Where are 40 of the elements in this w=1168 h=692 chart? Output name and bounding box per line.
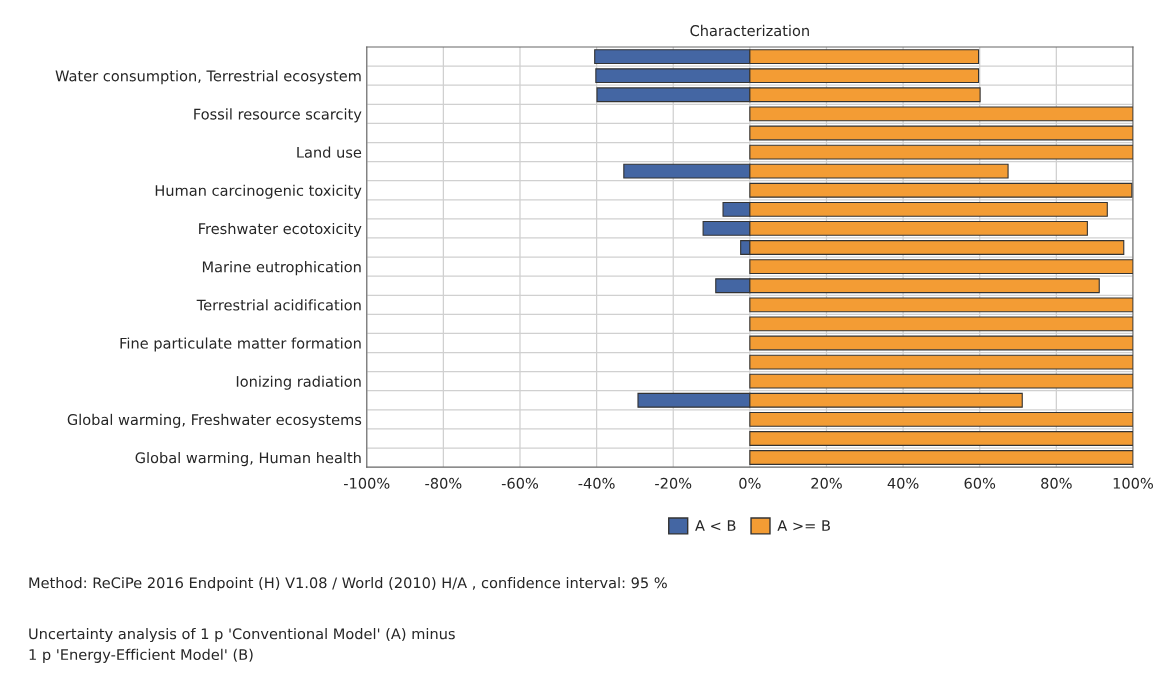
bar [749, 297, 1133, 313]
bar [749, 144, 1133, 160]
y-tick-label: Land use [297, 146, 362, 158]
y-tick-label: Human carcinogenic toxicity [155, 184, 362, 199]
bar [749, 316, 1133, 332]
bar [749, 373, 1133, 389]
chart-title: Characterization [690, 24, 809, 37]
y-tick-label: Global warming, Human health [135, 452, 361, 467]
bar [749, 450, 1133, 465]
bar [749, 431, 1133, 446]
x-tick-label: -40% [578, 477, 615, 489]
legend-label: A < B [695, 520, 736, 531]
x-tick-label: -80% [425, 477, 462, 489]
x-tick-label: 0% [739, 477, 761, 489]
bar [749, 354, 1133, 370]
y-tick-label: Fine particulate matter formation [120, 337, 361, 352]
y-tick-label: Freshwater ecotoxicity [199, 222, 362, 238]
y-tick-label: Ionizing radiation [236, 375, 361, 390]
bar [749, 182, 1133, 198]
bar [749, 411, 1133, 427]
x-tick-label: -60% [501, 477, 539, 489]
x-tick-label: -100% [343, 477, 390, 489]
y-tick-label: Fossil resource scarcity [194, 108, 362, 123]
x-tick-label: 100% [1113, 477, 1153, 489]
bar [749, 125, 1133, 141]
x-tick-label: 40% [887, 477, 919, 489]
x-tick-label: 60% [964, 477, 996, 489]
x-tick-label: 20% [811, 477, 842, 489]
x-tick-label: 80% [1041, 477, 1072, 489]
bar [749, 106, 1133, 122]
legend-label: A >= B [777, 520, 830, 531]
y-tick-label: Marine eutrophication [202, 261, 361, 276]
x-tick-label: -20% [655, 477, 692, 489]
text: Uncertainty analysis of 1 p 'Conventional Model' (A) minus 1 p 'Energy-Efficient Model' (B) [29, 628, 455, 663]
bar [749, 335, 1133, 351]
y-tick-label: Water consumption, Terrestrial ecosystem [55, 70, 361, 85]
text: Method: ReCiPe 2016 Endpoint (H) V1.08 / World (2010) H/A , confidence interval: 95 % [29, 577, 667, 592]
bar [749, 259, 1133, 275]
y-tick-label: Terrestrial acidification [196, 299, 361, 311]
y-tick-label: Global warming, Freshwater ecosystems [67, 413, 362, 428]
